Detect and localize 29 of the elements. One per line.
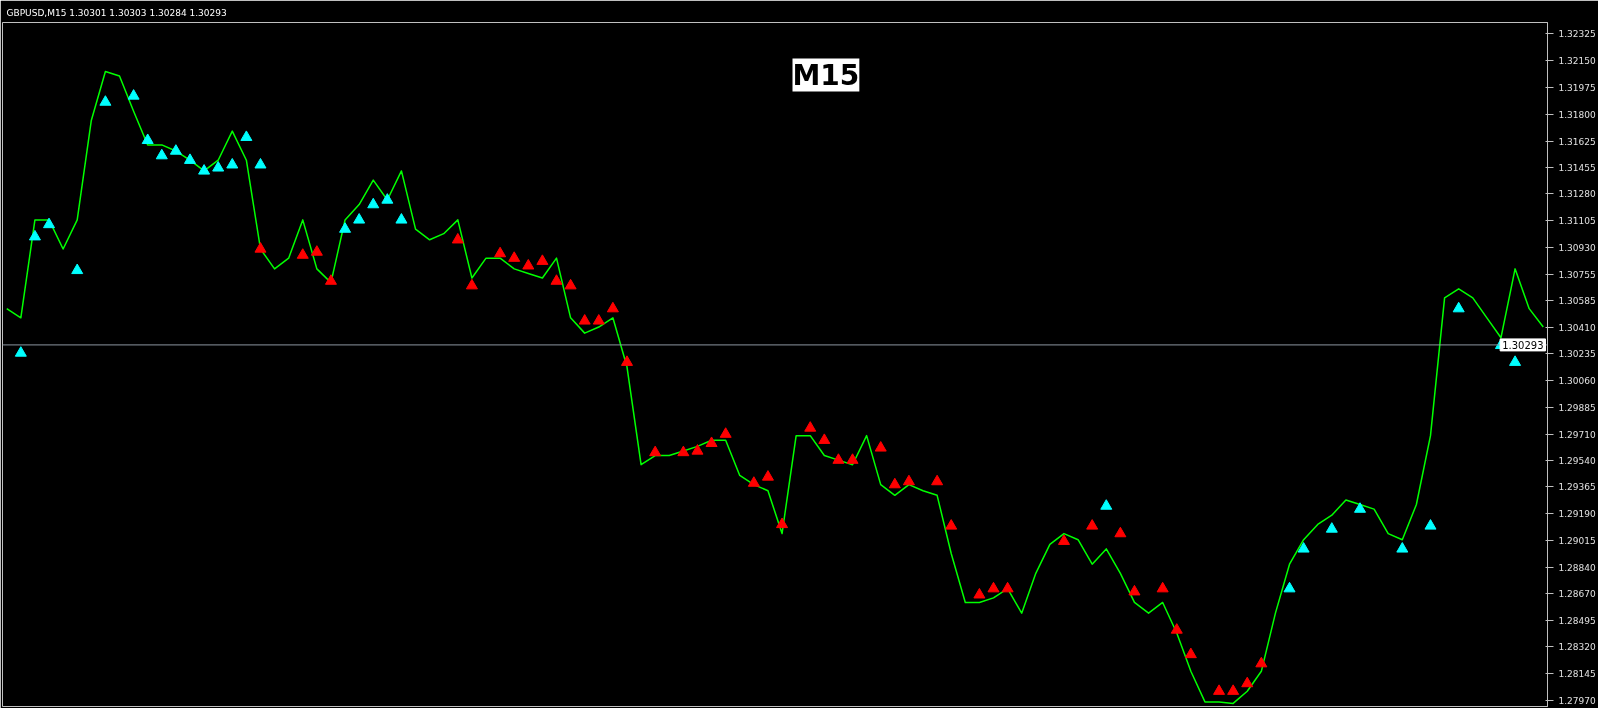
y-tick-label: 1.32325 (1558, 29, 1596, 40)
y-tick-label: 1.28320 (1558, 642, 1596, 653)
ref-line-label: 1.30293 (1502, 339, 1544, 351)
y-tick-label: 1.29710 (1558, 429, 1596, 440)
y-tick-label: 1.29540 (1558, 455, 1596, 466)
y-tick-label: 1.28670 (1558, 588, 1596, 599)
y-tick-label: 1.29015 (1558, 535, 1596, 546)
y-tick-label: 1.31800 (1558, 109, 1596, 120)
y-tick-label: 1.31625 (1558, 136, 1596, 147)
y-tick-label: 1.30585 (1558, 295, 1596, 306)
y-tick-label: 1.31975 (1558, 83, 1596, 94)
annotation: M15 (792, 58, 860, 92)
y-tick-label: 1.30060 (1558, 376, 1596, 387)
y-tick-label: 1.30235 (1558, 349, 1596, 360)
chart-title: GBPUSD,M15 1.30301 1.30303 1.30284 1.30293 (6, 7, 227, 18)
y-tick-label: 1.29190 (1558, 509, 1596, 520)
y-tick-label: 1.31280 (1558, 189, 1596, 200)
y-tick-label: 1.31105 (1558, 216, 1596, 227)
y-tick-label: 1.29885 (1558, 402, 1596, 413)
y-tick-label: 1.28495 (1558, 615, 1596, 626)
y-tick-label: 1.30410 (1558, 322, 1596, 333)
y-tick-label: 1.30930 (1558, 242, 1596, 253)
y-tick-label: 1.30755 (1558, 269, 1596, 280)
y-tick-label: 1.27970 (1558, 695, 1596, 706)
y-tick-label: 1.31455 (1558, 162, 1596, 173)
y-tick-label: 1.28840 (1558, 562, 1596, 573)
y-tick-label: 1.29365 (1558, 482, 1596, 493)
y-tick-label: 1.32150 (1558, 56, 1596, 67)
y-tick-label: 1.28145 (1558, 669, 1596, 680)
